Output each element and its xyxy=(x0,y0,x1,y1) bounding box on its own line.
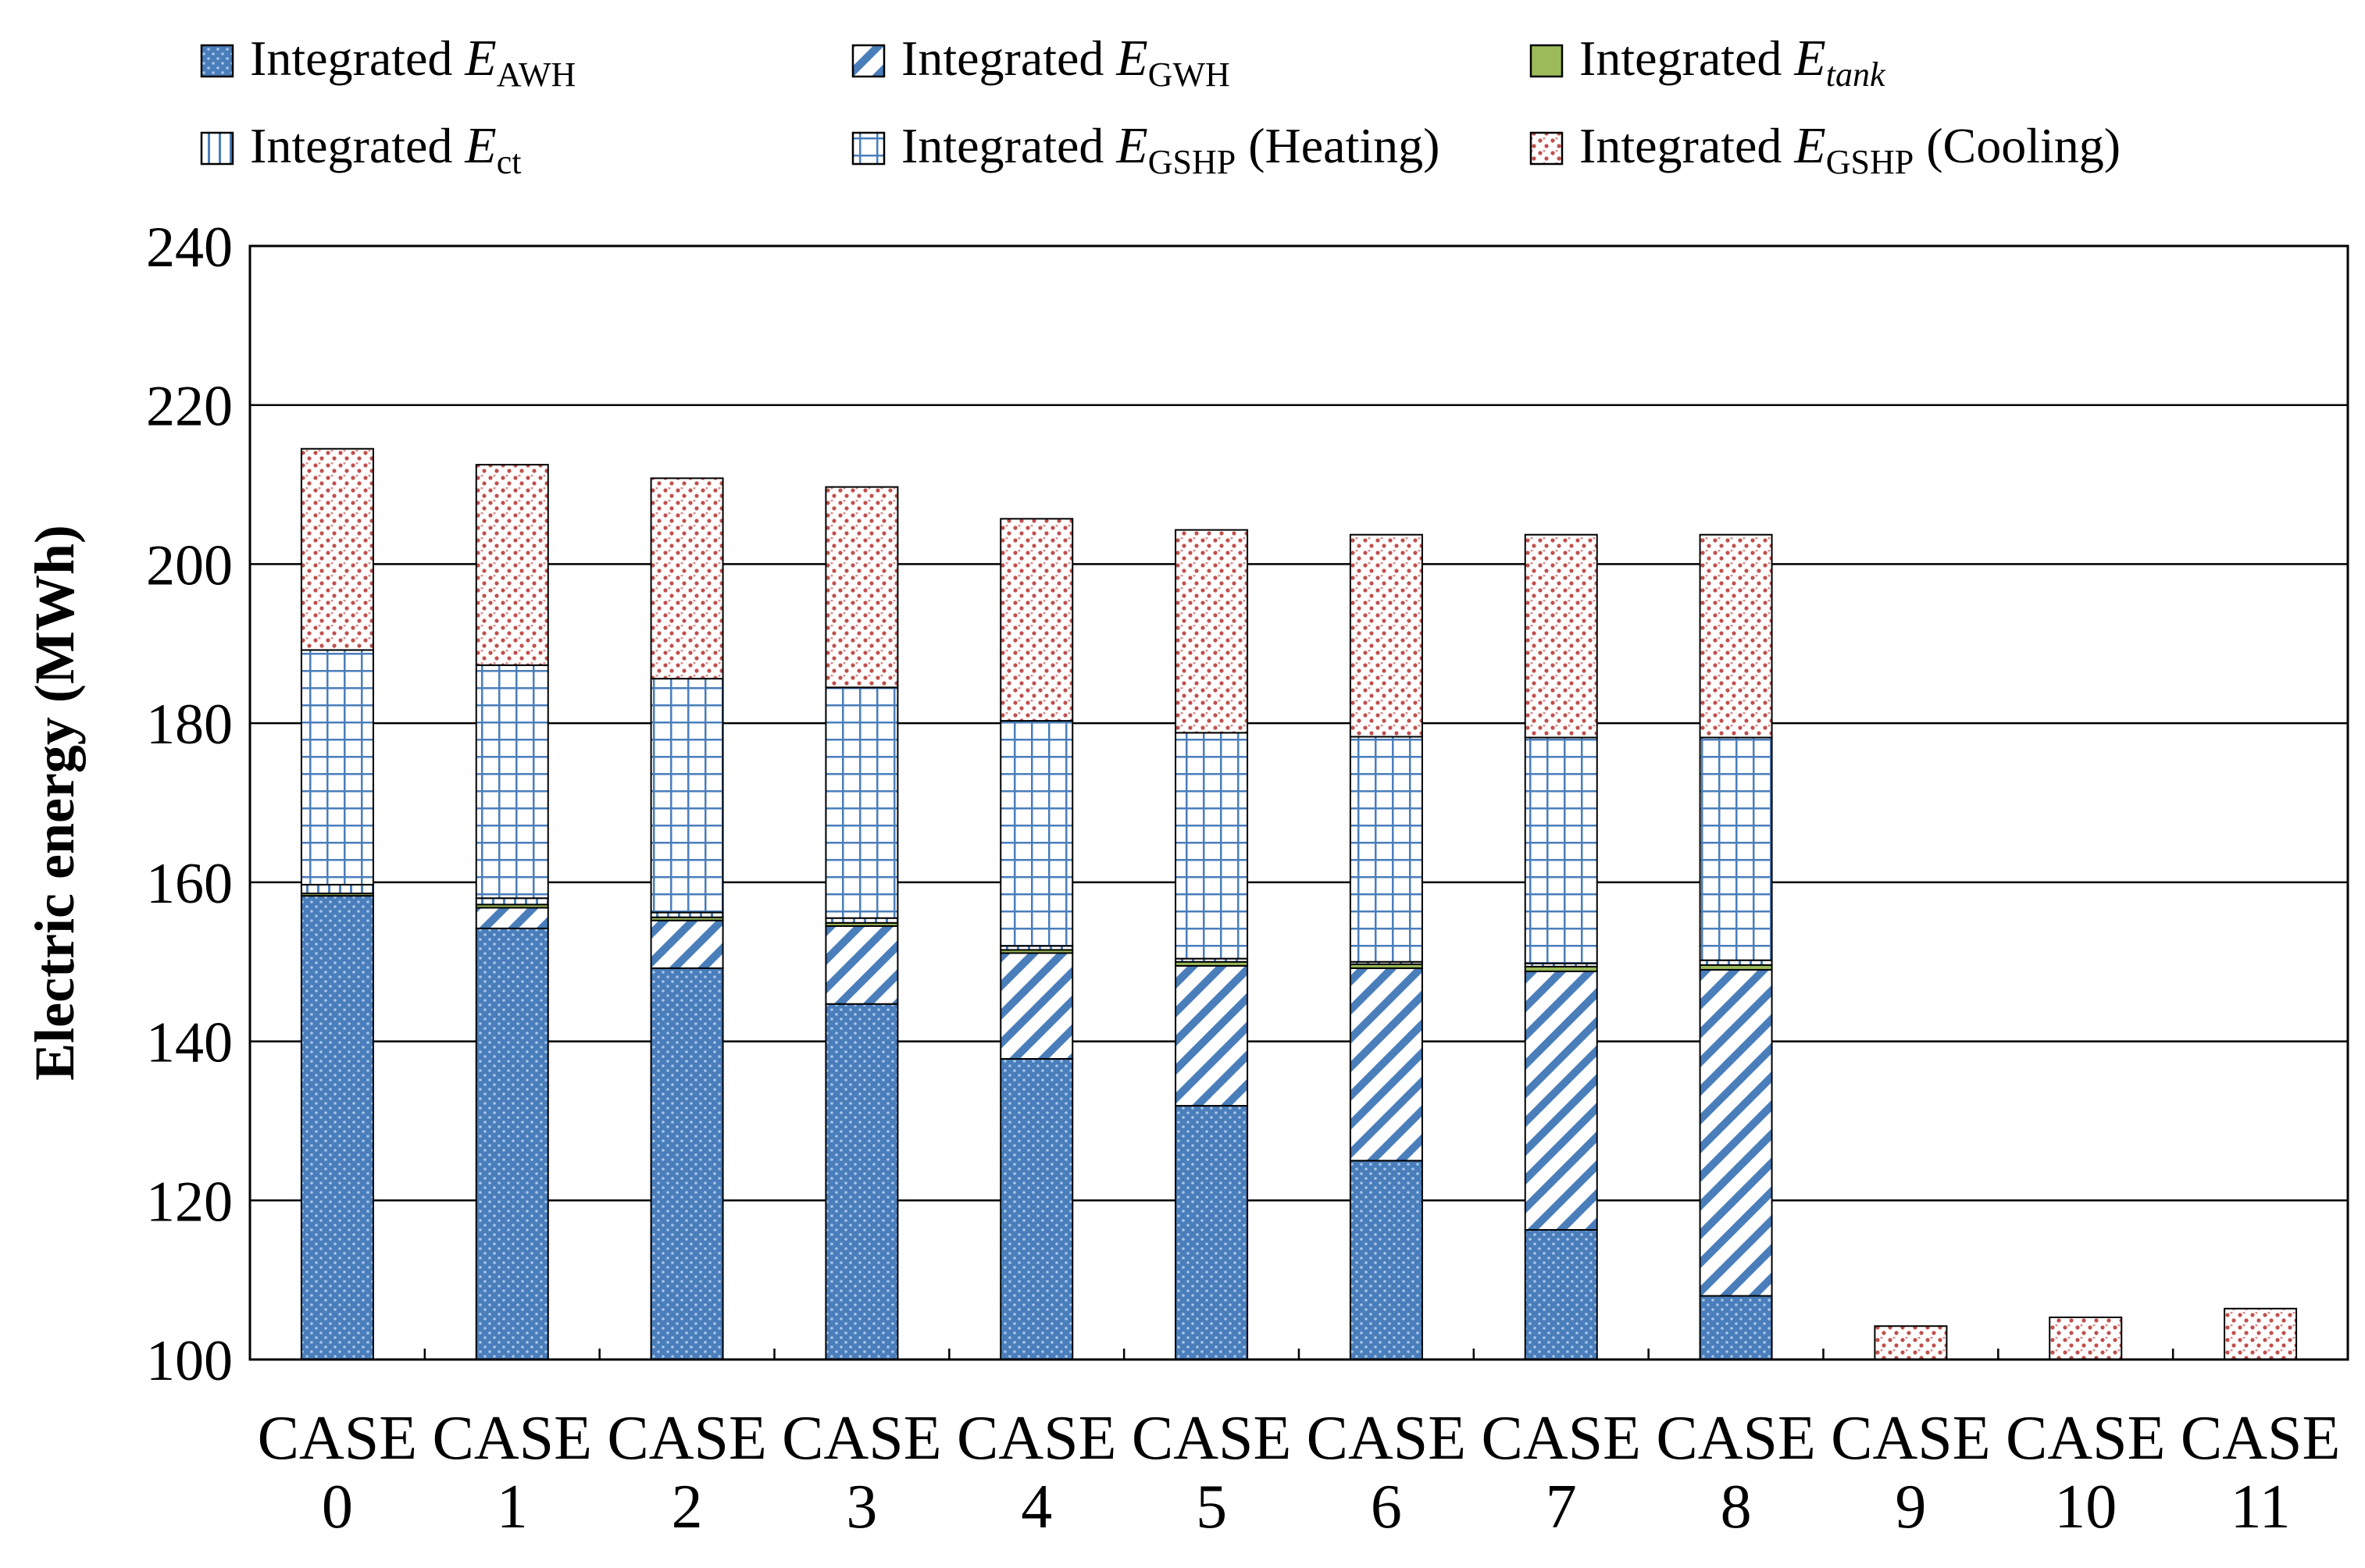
bar-segment-ct-case-1 xyxy=(475,897,549,906)
x-category-label: 1 xyxy=(497,1473,528,1541)
bar-segment-gshp_c-case-10 xyxy=(2049,1317,2123,1361)
legend-item-awh: Integrated EAWH xyxy=(200,30,576,94)
legend-swatch xyxy=(200,131,234,166)
legend-label: Integrated EGSHP (Heating) xyxy=(901,117,1439,181)
x-category-label: 8 xyxy=(1721,1473,1752,1541)
x-category-label: CASE xyxy=(2181,1404,2341,1473)
bar-segment-gwh-case-7 xyxy=(1524,970,1598,1231)
bar-segment-gshp_h-case-7 xyxy=(1524,736,1598,964)
x-category-label: 3 xyxy=(846,1473,877,1541)
bar-segment-gshp_c-case-9 xyxy=(1874,1325,1948,1360)
bar-segment-awh-case-8 xyxy=(1699,1295,1773,1360)
legend-swatch xyxy=(851,131,886,166)
y-tick-label: 100 xyxy=(146,1329,233,1393)
x-axis-category-labels: CASE0CASE1CASE2CASE3CASE4CASE5CASE6CASE7… xyxy=(258,1404,2341,1541)
y-tick-label: 220 xyxy=(146,375,233,439)
bar-segment-awh-case-1 xyxy=(475,927,549,1361)
y-axis-tick-labels: 100 120 140 160 180 200 220 240 xyxy=(146,216,233,1393)
x-category-label: CASE xyxy=(782,1404,942,1473)
bar-segment-gwh-case-2 xyxy=(650,919,724,969)
x-category-label: CASE xyxy=(1831,1404,1991,1473)
bar-segment-awh-case-4 xyxy=(1000,1057,1074,1360)
bar-segment-awh-case-7 xyxy=(1524,1228,1598,1361)
bars xyxy=(300,447,2298,1361)
bar-segment-gshp_h-case-6 xyxy=(1349,736,1423,963)
bar-segment-gshp_h-case-3 xyxy=(825,686,899,919)
legend-item-gshp_c: Integrated EGSHP (Cooling) xyxy=(1529,117,2121,181)
bar-segment-gshp_c-case-0 xyxy=(300,447,374,651)
bar-segment-gshp_c-case-8 xyxy=(1699,533,1773,739)
bar-segment-gshp_c-case-2 xyxy=(650,477,724,680)
x-category-label: 4 xyxy=(1021,1473,1052,1541)
x-category-label: 5 xyxy=(1196,1473,1227,1541)
bar-segment-awh-case-0 xyxy=(300,895,374,1360)
bar-segment-awh-case-5 xyxy=(1175,1105,1249,1360)
x-category-label: CASE xyxy=(1307,1404,1467,1473)
x-category-label: 10 xyxy=(2054,1473,2117,1541)
bar-segment-gshp_h-case-0 xyxy=(300,649,374,886)
bar-segment-gshp_c-case-4 xyxy=(1000,518,1074,722)
legend-swatch xyxy=(200,44,234,78)
x-category-label: CASE xyxy=(433,1404,593,1473)
bar-segment-gshp_c-case-11 xyxy=(2224,1307,2298,1360)
x-category-label: CASE xyxy=(607,1404,767,1473)
bar-segment-gshp_c-case-5 xyxy=(1175,529,1249,734)
bar-segment-ct-case-0 xyxy=(300,883,374,895)
y-axis-title: Electric energy (MWh) xyxy=(23,525,86,1081)
bar-segment-gwh-case-3 xyxy=(825,925,899,1005)
x-category-label: 6 xyxy=(1371,1473,1402,1541)
bar-segment-gshp_c-case-6 xyxy=(1349,533,1423,738)
x-category-label: 7 xyxy=(1546,1473,1577,1541)
legend-item-ct: Integrated Ect xyxy=(200,117,522,181)
bar-segment-gshp_h-case-8 xyxy=(1699,736,1773,961)
x-category-label: 9 xyxy=(1895,1473,1926,1541)
bar-segment-gshp_c-case-1 xyxy=(475,464,549,666)
bar-segment-gshp_h-case-5 xyxy=(1175,732,1249,960)
bar-segment-gwh-case-1 xyxy=(475,907,549,929)
legend-swatch xyxy=(851,44,886,78)
gridlines xyxy=(250,404,2348,1202)
x-category-label: CASE xyxy=(1656,1404,1816,1473)
legend-label: Integrated Ect xyxy=(250,117,522,181)
x-category-label: 2 xyxy=(672,1473,703,1541)
legend-label: Integrated Etank xyxy=(1579,30,1886,94)
x-category-label: CASE xyxy=(1482,1404,1642,1473)
y-tick-label: 200 xyxy=(146,533,233,597)
bar-segment-gshp_c-case-7 xyxy=(1524,533,1598,739)
bar-segment-gshp_h-case-2 xyxy=(650,678,724,914)
y-tick-label: 180 xyxy=(146,693,233,757)
bar-segment-awh-case-2 xyxy=(650,967,724,1361)
legend-label: Integrated EAWH xyxy=(250,30,576,94)
x-category-label: 0 xyxy=(322,1473,353,1541)
legend-swatch xyxy=(1529,44,1564,78)
y-tick-label: 160 xyxy=(146,852,233,916)
legend-item-gwh: Integrated EGWH xyxy=(851,30,1230,94)
x-category-label: CASE xyxy=(1132,1404,1292,1473)
bar-segment-gwh-case-5 xyxy=(1175,964,1249,1107)
y-tick-label: 120 xyxy=(146,1170,233,1234)
y-tick-label: 140 xyxy=(146,1011,233,1075)
x-category-label: 11 xyxy=(2231,1473,2291,1541)
bar-segment-gshp_h-case-4 xyxy=(1000,720,1074,947)
bar-segment-awh-case-6 xyxy=(1349,1160,1423,1361)
x-category-label: CASE xyxy=(258,1404,418,1473)
bar-segment-gwh-case-6 xyxy=(1349,967,1423,1162)
legend-swatch xyxy=(1529,131,1564,166)
x-category-label: CASE xyxy=(2006,1404,2166,1473)
legend-label: Integrated EGSHP (Cooling) xyxy=(1579,117,2121,181)
bar-segment-gwh-case-8 xyxy=(1699,968,1773,1297)
y-tick-label: 240 xyxy=(146,216,233,280)
legend-label: Integrated EGWH xyxy=(901,30,1230,94)
bar-segment-gshp_h-case-1 xyxy=(475,664,549,900)
legend-item-gshp_h: Integrated EGSHP (Heating) xyxy=(851,117,1439,181)
x-category-label: CASE xyxy=(957,1404,1117,1473)
bar-segment-gwh-case-4 xyxy=(1000,952,1074,1060)
legend-item-tank: Integrated Etank xyxy=(1529,30,1886,94)
plot-area-frame xyxy=(248,244,2349,1361)
x-axis-ticks xyxy=(423,1349,2174,1360)
bar-segment-awh-case-3 xyxy=(825,1003,899,1361)
legend: Integrated EAWH Integrated EGWH Integrated… xyxy=(200,30,2121,181)
bar-segment-gshp_c-case-3 xyxy=(825,486,899,689)
